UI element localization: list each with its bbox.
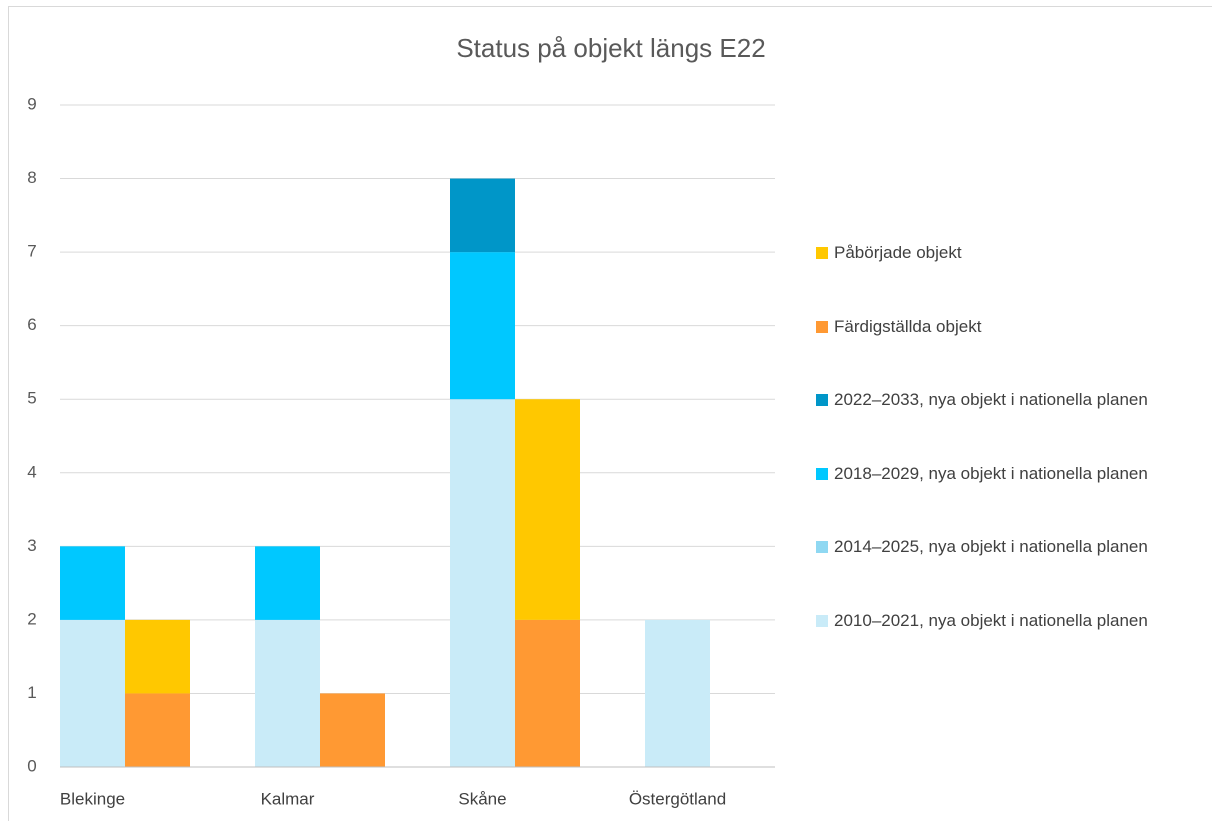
bar-segment — [645, 619, 710, 767]
legend-swatch — [816, 320, 828, 333]
legend-swatch — [816, 394, 828, 406]
legend-item: 2014–2025, nya objekt i nationella plane… — [816, 535, 1196, 559]
bar-segment — [60, 546, 125, 620]
bar-segment — [60, 619, 125, 767]
legend-item: 2018–2029, nya objekt i nationella plane… — [816, 462, 1196, 486]
legend-label: 2022–2033, nya objekt i nationella plane… — [834, 390, 1148, 409]
chart-title: Status på objekt längs E22 — [456, 33, 765, 63]
bar-segment — [255, 619, 320, 767]
y-tick-label: 5 — [27, 389, 36, 408]
y-tick-label: 9 — [27, 94, 36, 113]
chart-border — [8, 6, 1212, 821]
y-tick-label: 8 — [27, 168, 36, 187]
legend-label: 2018–2029, nya objekt i nationella plane… — [834, 463, 1148, 483]
legend-item: 2010–2021, nya objekt i nationella plane… — [816, 609, 1196, 633]
bar-segment — [450, 399, 515, 767]
bar-segment — [320, 693, 385, 767]
y-tick-label: 3 — [27, 536, 36, 555]
bar-segment — [255, 546, 320, 620]
y-tick-label: 0 — [27, 756, 36, 775]
bar-segment — [125, 619, 190, 694]
legend-item: 2022–2033, nya objekt i nationella plane… — [816, 388, 1196, 412]
legend-swatch — [816, 247, 828, 259]
legend-label: Påbörjade objekt — [834, 243, 962, 262]
legend-item: Färdigställda objekt — [816, 315, 1196, 339]
bar-segment — [450, 252, 515, 400]
bar-segment — [515, 619, 580, 767]
y-tick-label: 2 — [27, 609, 36, 628]
legend-swatch — [816, 541, 828, 553]
bar-segment — [125, 693, 190, 767]
x-tick-label: Östergötland — [629, 789, 726, 808]
x-tick-label: Kalmar — [261, 789, 315, 808]
legend-label: 2010–2021, nya objekt i nationella plane… — [834, 610, 1148, 630]
y-tick-label: 6 — [27, 315, 36, 334]
bar-segment — [450, 178, 515, 253]
y-tick-label: 7 — [27, 242, 36, 261]
legend-item: Påbörjade objekt — [816, 241, 1196, 265]
y-tick-label: 4 — [27, 462, 36, 481]
x-tick-label: Skåne — [458, 789, 506, 808]
legend-swatch — [816, 614, 828, 627]
legend-swatch — [816, 467, 828, 480]
legend-label: 2014–2025, nya objekt i nationella plane… — [834, 537, 1148, 556]
legend-label: Färdigställda objekt — [834, 316, 982, 336]
bar-segment — [515, 399, 580, 620]
x-tick-label: Blekinge — [60, 789, 125, 808]
y-tick-label: 1 — [27, 683, 36, 702]
